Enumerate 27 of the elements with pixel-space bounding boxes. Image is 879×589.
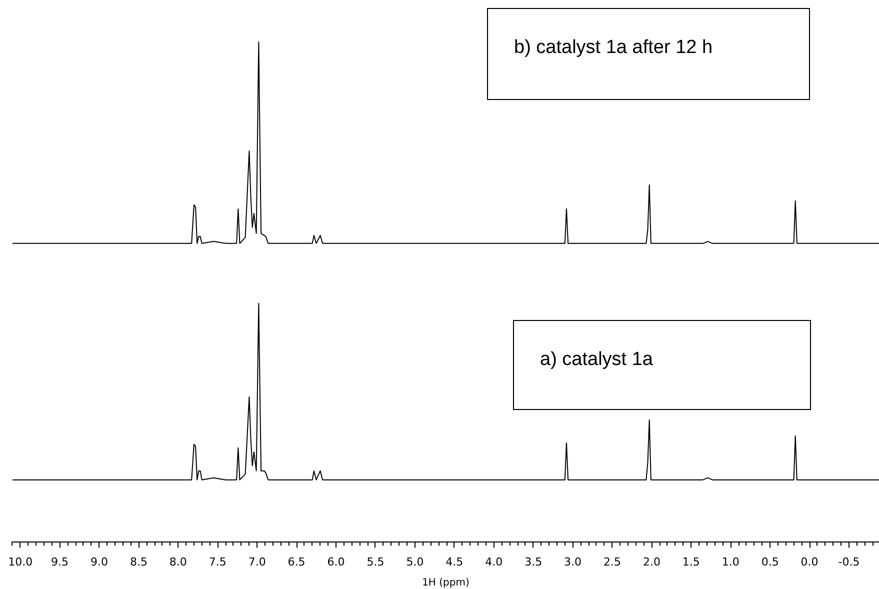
annotation: b) catalyst 1a after 12 h: [514, 37, 713, 58]
x-tick-label: 6.5: [288, 555, 306, 568]
annotation: a) catalyst 1a: [540, 349, 653, 370]
x-tick-label: 9.5: [51, 555, 69, 568]
x-tick-label: 1.5: [682, 555, 700, 568]
x-tick-label: 10.0: [8, 555, 33, 568]
text-box: a) catalyst 1a: [513, 320, 811, 410]
x-tick-label: 4.5: [446, 555, 464, 568]
x-tick-label: 4.0: [485, 555, 503, 568]
x-tick-label: 3.0: [564, 555, 582, 568]
x-tick-label: 7.0: [248, 555, 266, 568]
x-tick-label: 3.5: [524, 555, 542, 568]
x-tick-label: 9.0: [90, 555, 108, 568]
x-tick-label: 8.5: [130, 555, 148, 568]
x-tick-label: 0.0: [800, 555, 818, 568]
x-tick-label: 2.5: [603, 555, 621, 568]
x-axis-title: 1H (ppm): [422, 578, 470, 589]
x-tick-label: 7.5: [208, 555, 226, 568]
x-tick-label: 5.0: [406, 555, 424, 568]
x-tick-label: 1.0: [722, 555, 740, 568]
x-tick-label: -0.5: [838, 555, 860, 568]
x-tick-label: 5.5: [366, 555, 384, 568]
x-tick-label: 0.5: [761, 555, 779, 568]
text-box: b) catalyst 1a after 12 h: [487, 8, 810, 100]
x-tick-label: 8.0: [169, 555, 187, 568]
x-tick-label: 2.0: [642, 555, 660, 568]
x-tick-label: 6.0: [327, 555, 345, 568]
